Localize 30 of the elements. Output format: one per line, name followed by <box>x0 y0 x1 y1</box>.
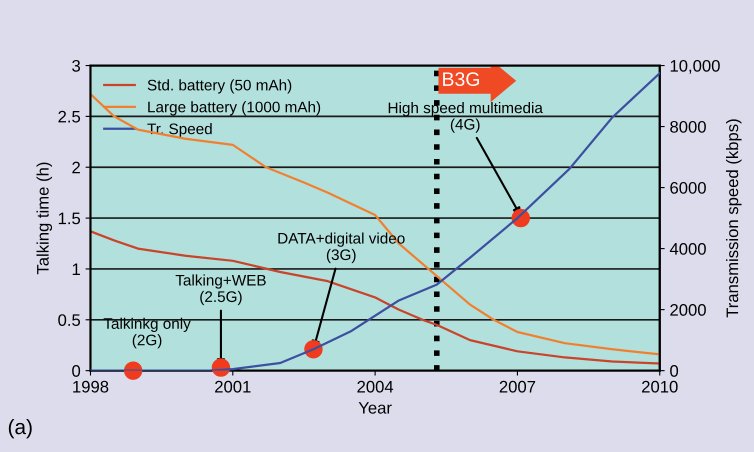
y2-tick-label: 4000 <box>670 243 706 255</box>
x-tick-label: 2007 <box>500 380 536 393</box>
y-tick-label: 2 <box>72 162 80 174</box>
ref-line-label: B3G <box>443 72 479 86</box>
y-tick-label: 2.5 <box>58 110 80 123</box>
y-tick-label: 1 <box>72 264 80 275</box>
x-tick-label: 2004 <box>357 380 394 393</box>
x-axis-title: Year <box>358 402 392 414</box>
y2-tick-label: 0 <box>670 365 678 377</box>
legend-label: Large battery (1000 mAh) <box>148 101 320 116</box>
point <box>124 361 142 380</box>
text: (a) <box>8 419 32 438</box>
x-tick-label: 2010 <box>642 380 678 393</box>
line-series <box>90 230 660 365</box>
x-tick-label: 1998 <box>73 380 108 393</box>
y-tick-label: 1.5 <box>58 212 80 224</box>
y2-axis-title: Transmission speed (kbps) <box>726 119 742 318</box>
y2-tick-label: 2000 <box>670 304 706 316</box>
y2-tick-label: 10,000 <box>670 60 720 74</box>
x-tick-label: 2001 <box>215 380 251 393</box>
y-tick-label: 0.5 <box>58 314 80 326</box>
y-tick-label: 3 <box>72 60 80 72</box>
annotation: Talking+WEB (2.5G) <box>176 274 266 306</box>
annotation: Talkinkg only (2G) <box>104 318 191 348</box>
y-axis-title: Talking time (h) <box>36 162 52 274</box>
legend-label: Std. battery (50 mAh) <box>148 79 292 94</box>
y-tick-label: 0 <box>72 365 80 377</box>
y2-tick-label: 6000 <box>670 182 706 194</box>
y2-tick-label: 8000 <box>670 120 706 133</box>
annotation: High speed multimedia (4G) <box>388 102 543 133</box>
